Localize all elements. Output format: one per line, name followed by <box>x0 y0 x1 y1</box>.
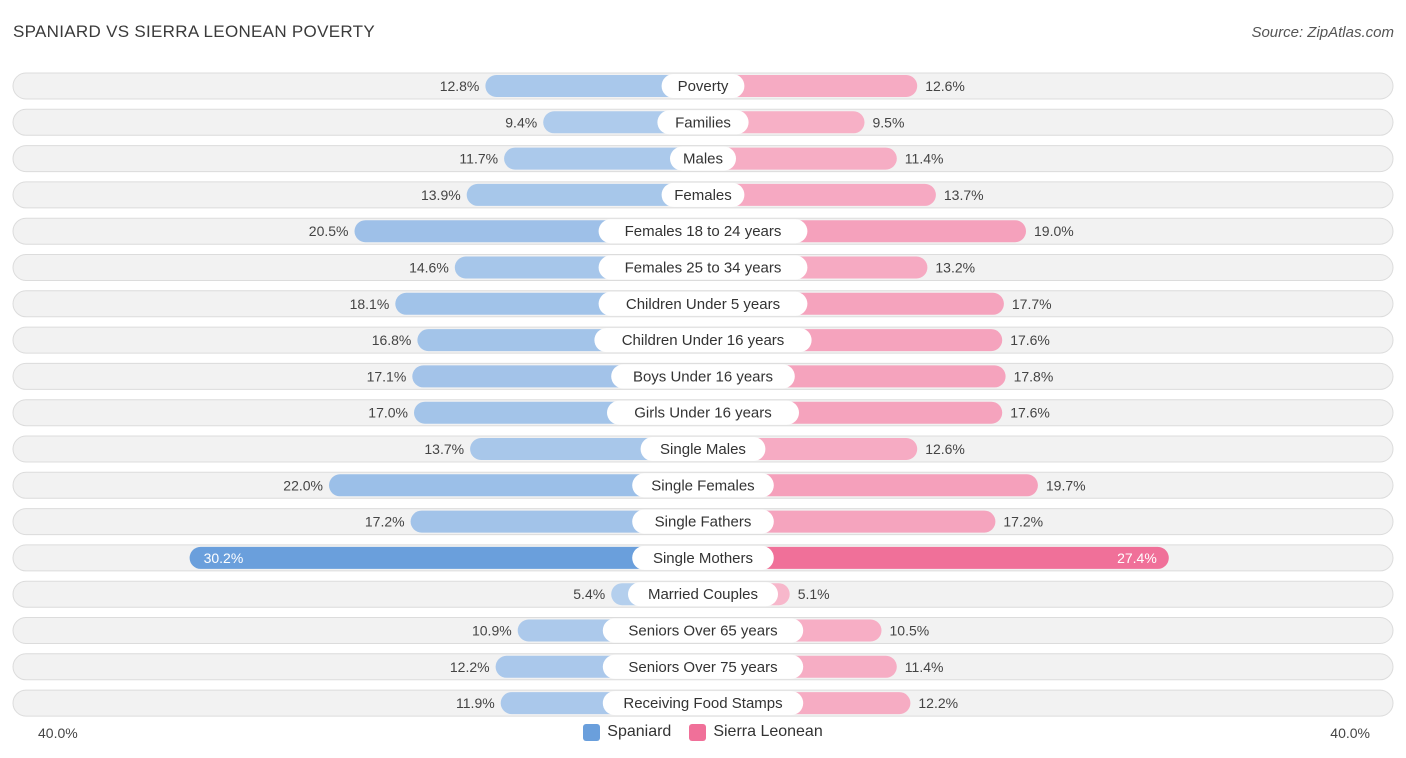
category-label-boys-under-16-years: Boys Under 16 years <box>633 368 773 385</box>
value-sierra-leonean-single-fathers: 17.2% <box>1003 514 1043 530</box>
value-spaniard-males: 11.7% <box>459 151 498 167</box>
value-spaniard-boys-under-16-years: 17.1% <box>367 368 407 384</box>
bar-sierra-leonean-poverty <box>695 75 918 97</box>
bar-spaniard-females <box>466 183 711 206</box>
value-sierra-leonean-single-mothers: 27.4% <box>1117 550 1157 566</box>
value-sierra-leonean-girls-under-16-years: 17.6% <box>1010 405 1050 421</box>
category-label-males: Males <box>683 151 723 168</box>
category-pill-single-fathers <box>632 509 774 534</box>
category-label-receiving-food-stamps: Receiving Food Stamps <box>623 695 782 712</box>
value-sierra-leonean-males: 11.4% <box>905 151 944 167</box>
value-sierra-leonean-single-males: 12.6% <box>925 441 965 457</box>
legend-swatch-spaniard <box>583 723 601 741</box>
value-spaniard-receiving-food-stamps: 11.9% <box>456 695 495 711</box>
value-spaniard-females: 13.9% <box>421 187 461 203</box>
category-pill-girls-under-16-years <box>607 400 799 425</box>
value-spaniard-single-mothers: 30.2% <box>204 550 244 566</box>
value-sierra-leonean-single-females: 19.7% <box>1046 477 1086 493</box>
value-sierra-leonean-females-25-to-34-years: 13.2% <box>935 260 975 276</box>
value-sierra-leonean-females: 13.7% <box>944 187 984 203</box>
value-spaniard-females-25-to-34-years: 14.6% <box>409 260 449 276</box>
category-label-single-males: Single Males <box>660 441 746 458</box>
value-sierra-leonean-receiving-food-stamps: 12.2% <box>918 695 958 711</box>
category-label-single-females: Single Females <box>651 477 754 494</box>
category-pill-females-25-to-34-years <box>598 255 808 280</box>
value-sierra-leonean-families: 9.5% <box>873 114 905 130</box>
value-sierra-leonean-boys-under-16-years: 17.8% <box>1014 368 1054 384</box>
value-spaniard-poverty: 12.8% <box>440 78 480 94</box>
bar-spaniard-males <box>504 147 711 170</box>
legend-item-sierra-leonean[interactable]: Sierra Leonean <box>689 723 823 741</box>
value-sierra-leonean-seniors-over-75-years: 11.4% <box>905 659 944 675</box>
value-spaniard-seniors-over-65-years: 10.9% <box>472 623 512 639</box>
bar-sierra-leonean-single-females <box>695 474 1038 497</box>
bar-spaniard-poverty <box>485 75 711 97</box>
value-spaniard-single-females: 22.0% <box>283 477 323 493</box>
legend-label-sierra-leonean: Sierra Leonean <box>713 723 823 740</box>
value-spaniard-children-under-5-years: 18.1% <box>350 296 390 312</box>
bar-spaniard-single-mothers <box>189 546 712 569</box>
legend-item-spaniard[interactable]: Spaniard <box>583 723 671 741</box>
category-pill-children-under-5-years <box>598 291 808 316</box>
category-pill-males <box>670 146 736 171</box>
value-spaniard-children-under-16-years: 16.8% <box>372 332 412 348</box>
category-label-seniors-over-75-years: Seniors Over 75 years <box>628 659 777 676</box>
category-label-girls-under-16-years: Girls Under 16 years <box>634 405 772 422</box>
category-label-families: Families <box>675 114 731 131</box>
value-sierra-leonean-married-couples: 5.1% <box>798 586 830 602</box>
category-label-females-25-to-34-years: Females 25 to 34 years <box>625 260 782 277</box>
category-label-single-fathers: Single Fathers <box>655 514 752 531</box>
axis-right-label: 40.0% <box>1330 725 1370 741</box>
value-spaniard-families: 9.4% <box>505 114 537 130</box>
category-pill-seniors-over-75-years <box>602 654 804 679</box>
category-pill-seniors-over-65-years <box>602 618 804 643</box>
legend: Spaniard Sierra Leonean <box>0 723 1406 741</box>
value-spaniard-single-fathers: 17.2% <box>365 514 405 530</box>
category-pill-single-males <box>640 437 766 461</box>
category-pill-children-under-16-years <box>594 328 812 353</box>
value-sierra-leonean-seniors-over-65-years: 10.5% <box>890 623 930 639</box>
legend-label-spaniard: Spaniard <box>607 723 672 740</box>
category-pill-boys-under-16-years <box>611 364 795 389</box>
category-label-children-under-5-years: Children Under 5 years <box>626 296 780 313</box>
bar-spaniard-single-females <box>329 474 711 497</box>
value-spaniard-married-couples: 5.4% <box>573 586 605 602</box>
category-pill-receiving-food-stamps <box>602 691 804 716</box>
category-label-single-mothers: Single Mothers <box>653 550 753 567</box>
category-pill-married-couples <box>628 582 778 607</box>
value-sierra-leonean-poverty: 12.6% <box>925 78 965 94</box>
category-pill-females-18-to-24-years <box>598 219 808 244</box>
legend-swatch-sierra-leonean <box>689 723 707 741</box>
category-label-married-couples: Married Couples <box>648 586 758 603</box>
bar-sierra-leonean-single-mothers <box>695 546 1169 569</box>
value-spaniard-single-males: 13.7% <box>424 441 464 457</box>
category-pill-single-females <box>632 473 774 498</box>
category-pill-females <box>661 182 745 207</box>
category-label-poverty: Poverty <box>678 78 729 95</box>
value-spaniard-girls-under-16-years: 17.0% <box>368 405 408 421</box>
category-pill-families <box>657 110 749 135</box>
diverging-bar-chart: 12.8% 12.6% Poverty 9.4% 9.5% Families 11.7% 11… <box>12 72 1394 717</box>
category-pill-poverty <box>661 74 745 98</box>
bar-sierra-leonean-females <box>695 183 936 206</box>
source-credit: Source: ZipAtlas.com <box>1251 24 1394 41</box>
axis-left-label: 40.0% <box>38 725 78 741</box>
value-sierra-leonean-children-under-5-years: 17.7% <box>1012 296 1052 312</box>
category-label-females: Females <box>674 187 732 204</box>
value-sierra-leonean-females-18-to-24-years: 19.0% <box>1034 223 1074 239</box>
category-label-females-18-to-24-years: Females 18 to 24 years <box>625 223 782 240</box>
chart-title: SPANIARD VS SIERRA LEONEAN POVERTY <box>13 22 375 41</box>
value-spaniard-seniors-over-75-years: 12.2% <box>450 659 490 675</box>
category-label-children-under-16-years: Children Under 16 years <box>622 332 785 349</box>
value-sierra-leonean-children-under-16-years: 17.6% <box>1010 332 1050 348</box>
category-pill-single-mothers <box>632 545 774 570</box>
category-label-seniors-over-65-years: Seniors Over 65 years <box>628 623 777 640</box>
bar-sierra-leonean-males <box>695 147 897 170</box>
value-spaniard-females-18-to-24-years: 20.5% <box>309 223 349 239</box>
